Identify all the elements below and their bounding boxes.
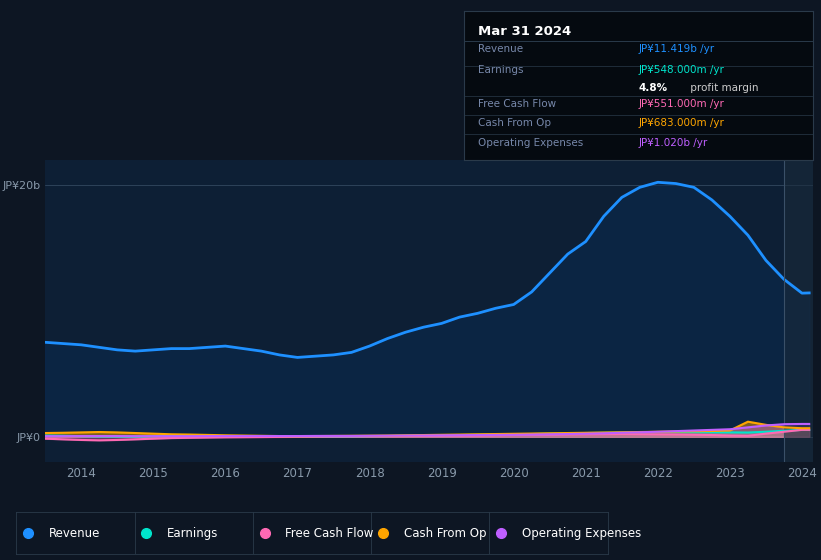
Text: Free Cash Flow: Free Cash Flow xyxy=(286,527,374,540)
Text: Cash From Op: Cash From Op xyxy=(478,118,551,128)
Text: -JP¥2b: -JP¥2b xyxy=(0,559,1,560)
Text: 4.8%: 4.8% xyxy=(639,83,667,93)
Text: JP¥11.419b /yr: JP¥11.419b /yr xyxy=(639,44,714,54)
Text: profit margin: profit margin xyxy=(687,83,759,93)
Text: JP¥551.000m /yr: JP¥551.000m /yr xyxy=(639,99,724,109)
Text: Revenue: Revenue xyxy=(49,527,100,540)
Text: Operating Expenses: Operating Expenses xyxy=(478,138,583,148)
Text: Free Cash Flow: Free Cash Flow xyxy=(478,99,556,109)
Text: JP¥548.000m /yr: JP¥548.000m /yr xyxy=(639,65,724,75)
Text: Revenue: Revenue xyxy=(478,44,523,54)
Text: JP¥683.000m /yr: JP¥683.000m /yr xyxy=(639,118,724,128)
Text: JP¥1.020b /yr: JP¥1.020b /yr xyxy=(639,138,708,148)
Bar xyxy=(784,160,816,462)
Text: Operating Expenses: Operating Expenses xyxy=(522,527,641,540)
Text: Mar 31 2024: Mar 31 2024 xyxy=(478,25,571,38)
Text: Earnings: Earnings xyxy=(167,527,218,540)
Text: Earnings: Earnings xyxy=(478,65,523,75)
Text: Cash From Op: Cash From Op xyxy=(404,527,486,540)
